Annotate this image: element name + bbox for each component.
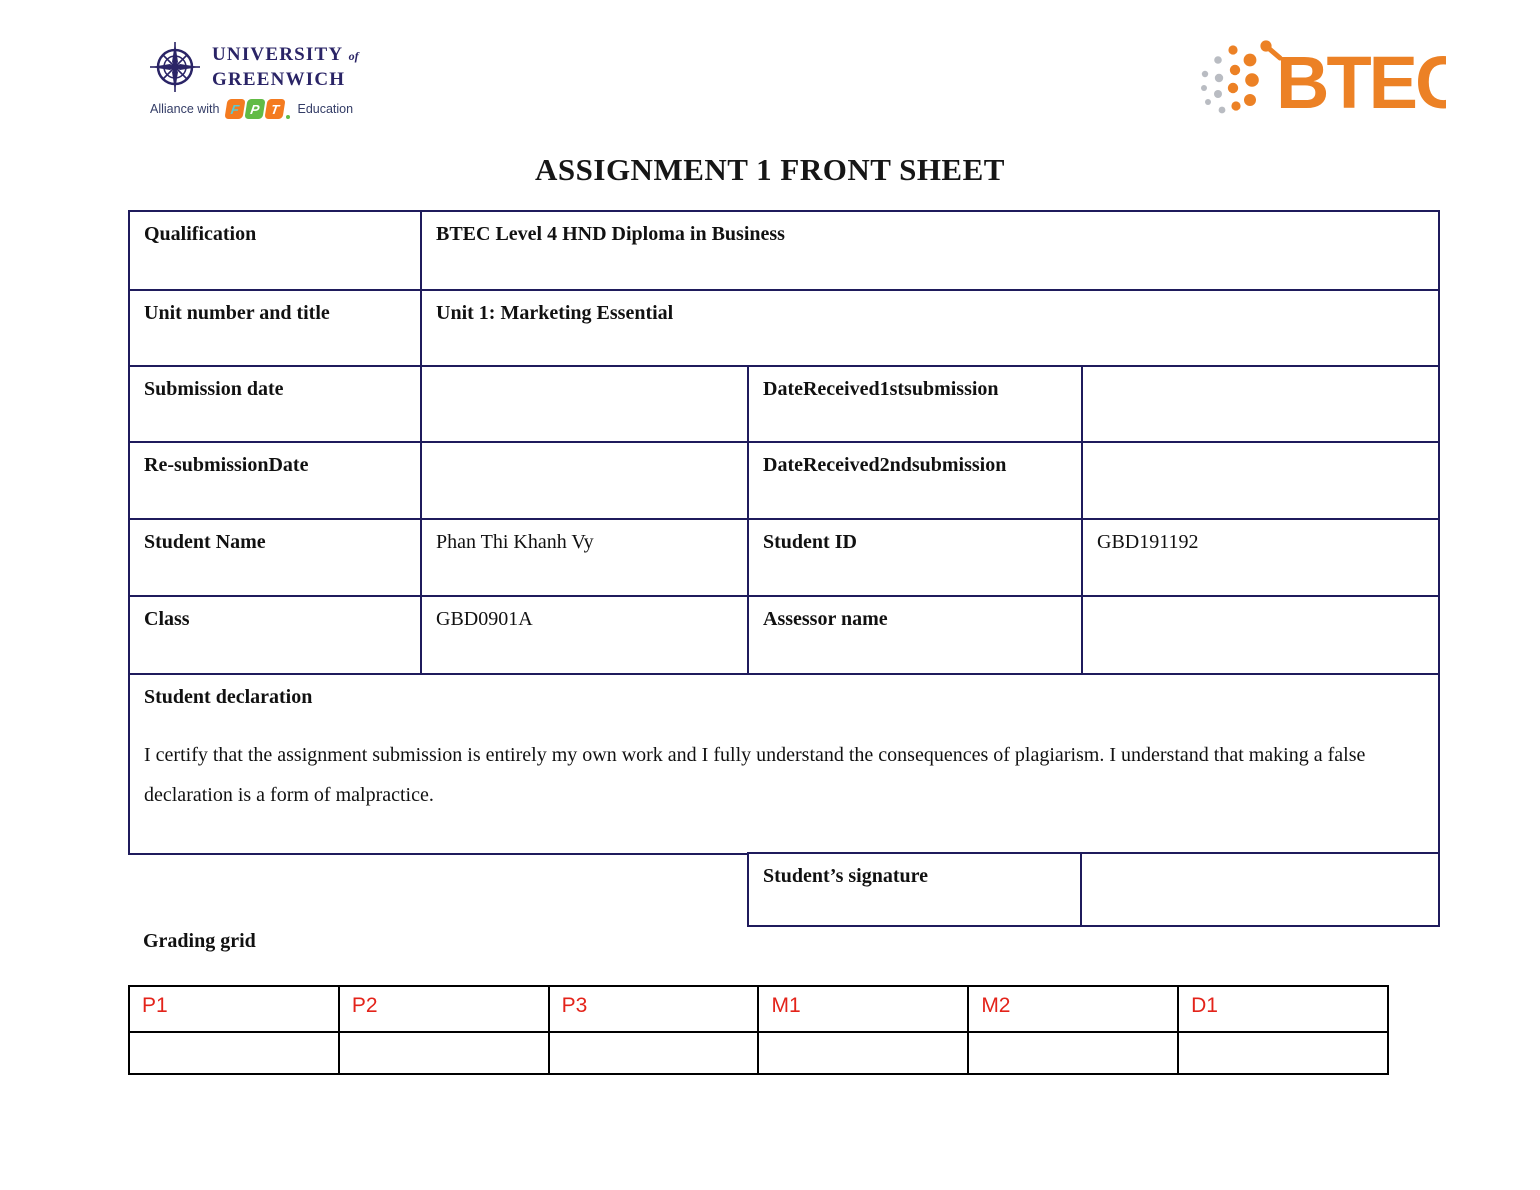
fpt-dot-icon <box>286 115 291 119</box>
grading-cell-m1: M1 <box>757 985 970 1033</box>
date-received-2nd-label: DateReceived2ndsubmission <box>747 441 1083 520</box>
date-received-1st-value <box>1080 365 1441 443</box>
btec-logo-icon: BTEC <box>1201 40 1470 124</box>
grading-grid-title: Grading grid <box>143 930 256 952</box>
row-signature: Student’s signature <box>747 852 1440 927</box>
assessor-name-value <box>1080 595 1441 675</box>
uog-line2: GREENWICH <box>212 69 346 90</box>
resubmission-date-label: Re-submissionDate <box>128 441 422 520</box>
class-value: GBD0901A <box>420 595 749 675</box>
date-received-1st-label: DateReceived1stsubmission <box>747 365 1083 443</box>
uog-line1: UNIVERSITY <box>212 44 343 65</box>
row-class: Class GBD0901A Assessor name <box>128 595 1441 675</box>
student-declaration-cell: Student declaration I certify that the a… <box>127 673 1441 855</box>
alliance-suffix-label: Education <box>297 102 354 116</box>
grading-empty-cell <box>757 1031 970 1075</box>
assessor-name-label: Assessor name <box>747 595 1083 675</box>
resubmission-date-value <box>420 441 749 520</box>
student-id-value: GBD191192 <box>1080 518 1441 597</box>
qualification-label: Qualification <box>128 210 422 291</box>
grading-cell-p3: P3 <box>547 985 760 1033</box>
uog-wordmark: UNIVERSITY of GREENWICH <box>212 43 359 91</box>
row-unit: Unit number and title Unit 1: Marketing … <box>128 289 1441 367</box>
submission-date-value <box>420 365 749 443</box>
date-received-2nd-value <box>1080 441 1441 520</box>
unit-value: Unit 1: Marketing Essential <box>419 289 1441 367</box>
grading-grid-table: P1 P2 P3 M1 M2 D1 <box>128 985 1389 1075</box>
uog-of: of <box>348 49 359 63</box>
student-signature-label: Student’s signature <box>747 852 1082 927</box>
row-submission-date: Submission date DateReceived1stsubmissio… <box>128 365 1441 443</box>
front-sheet-table: Qualification BTEC Level 4 HND Diploma i… <box>127 210 1441 855</box>
btec-wordmark: BTEC <box>1276 41 1446 120</box>
declaration-title: Student declaration <box>144 686 313 708</box>
alliance-banner: Alliance with F P T Education <box>150 99 353 119</box>
uog-logo: UNIVERSITY of GREENWICH <box>148 40 359 94</box>
student-signature-value <box>1080 852 1440 927</box>
grading-empty-cell <box>337 1031 550 1075</box>
student-name-value: Phan Thi Khanh Vy <box>420 518 749 597</box>
grading-empty-cell <box>1177 1031 1389 1075</box>
qualification-value: BTEC Level 4 HND Diploma in Business <box>419 210 1441 291</box>
grading-empty-row <box>128 1031 1389 1075</box>
unit-label: Unit number and title <box>128 289 422 367</box>
row-qualification: Qualification BTEC Level 4 HND Diploma i… <box>128 210 1441 291</box>
grading-empty-cell <box>547 1031 760 1075</box>
btec-logo: BTEC <box>1196 32 1470 125</box>
fpt-letter-p: P <box>244 99 267 119</box>
grading-cell-m2: M2 <box>967 985 1180 1033</box>
class-label: Class <box>128 595 422 675</box>
row-declaration: Student declaration I certify that the a… <box>127 673 1441 855</box>
student-name-label: Student Name <box>128 518 422 597</box>
grading-header-row: P1 P2 P3 M1 M2 D1 <box>128 985 1389 1033</box>
submission-date-label: Submission date <box>128 365 422 443</box>
declaration-body: I certify that the assignment submission… <box>144 744 1366 806</box>
fpt-logo: F P T <box>224 99 291 119</box>
fpt-letter-f: F <box>224 99 247 119</box>
signature-table: Student’s signature <box>747 852 1440 927</box>
row-student-name: Student Name Phan Thi Khanh Vy Student I… <box>128 518 1441 597</box>
student-id-label: Student ID <box>747 518 1083 597</box>
uog-compass-emblem-icon <box>150 42 200 92</box>
grading-cell-p1: P1 <box>128 985 340 1033</box>
grading-cell-p2: P2 <box>337 985 550 1033</box>
grading-empty-cell <box>967 1031 1180 1075</box>
grading-empty-cell <box>128 1031 340 1075</box>
page-title: ASSIGNMENT 1 FRONT SHEET <box>535 152 1005 187</box>
alliance-prefix-label: Alliance with <box>150 102 220 116</box>
row-resubmission-date: Re-submissionDate DateReceived2ndsubmiss… <box>128 441 1441 520</box>
fpt-letter-t: T <box>264 99 287 119</box>
grading-cell-d1: D1 <box>1177 985 1389 1033</box>
